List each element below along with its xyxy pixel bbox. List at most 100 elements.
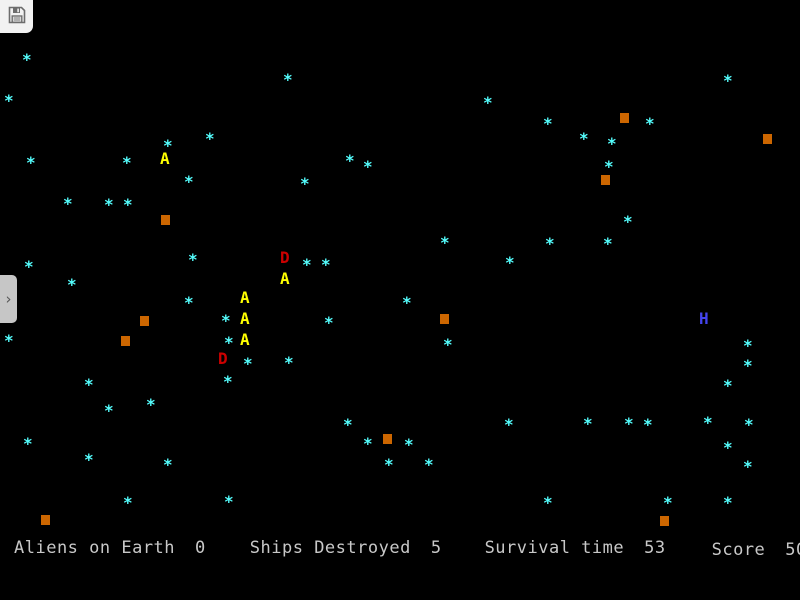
star-sprite: * xyxy=(284,353,294,372)
star-sprite: * xyxy=(4,91,14,110)
star-sprite: * xyxy=(384,455,394,474)
debris-sprite xyxy=(620,113,629,123)
star-sprite: * xyxy=(744,415,754,434)
debris-sprite xyxy=(161,215,170,225)
star-sprite: * xyxy=(743,356,753,375)
star-sprite: * xyxy=(363,157,373,176)
star-sprite: * xyxy=(163,455,173,474)
star-sprite: * xyxy=(224,492,234,511)
star-sprite: * xyxy=(84,375,94,394)
alien-a-sprite: A xyxy=(280,269,290,288)
earth-landing-zone xyxy=(618,242,681,310)
star-sprite: * xyxy=(67,275,77,294)
star-sprite: * xyxy=(343,415,353,434)
star-sprite: * xyxy=(424,455,434,474)
star-sprite: * xyxy=(122,153,132,172)
alien-a-sprite: A xyxy=(160,149,170,168)
stat-aliens-on-earth: Aliens on Earth 0 xyxy=(14,538,206,558)
star-sprite: * xyxy=(579,129,589,148)
save-button[interactable] xyxy=(6,6,28,28)
star-sprite: * xyxy=(345,151,355,170)
star-sprite: * xyxy=(623,212,633,231)
star-sprite: * xyxy=(743,336,753,355)
stat-label-ships-destroyed: Ships Destroyed xyxy=(249,538,411,558)
star-sprite: * xyxy=(283,70,293,89)
star-sprite: * xyxy=(363,434,373,453)
star-sprite: * xyxy=(604,157,614,176)
star-sprite: * xyxy=(104,195,114,214)
star-sprite: * xyxy=(723,493,733,512)
stat-label-aliens-on-earth: Aliens on Earth xyxy=(14,538,176,558)
stat-value-aliens-on-earth: 0 xyxy=(195,538,206,558)
stat-score: Score 500 xyxy=(712,538,800,560)
star-sprite: * xyxy=(4,331,14,350)
star-sprite: * xyxy=(184,172,194,191)
star-sprite: * xyxy=(545,234,555,253)
stat-label-survival-time: Survival time xyxy=(484,538,625,558)
stat-label-score: Score xyxy=(711,540,766,560)
stat-ships-destroyed: Ships Destroyed 5 xyxy=(250,538,442,558)
debris-sprite xyxy=(383,434,392,444)
alien-a-sprite: A xyxy=(240,288,250,307)
debris-sprite xyxy=(140,316,149,326)
debris-sprite xyxy=(121,336,130,346)
star-sprite: * xyxy=(723,71,733,90)
star-sprite: * xyxy=(607,134,617,153)
debris-sprite xyxy=(41,515,50,525)
stat-survival-time: Survival time 53 xyxy=(485,538,666,558)
star-sprite: * xyxy=(26,153,36,172)
alien-d-sprite: D xyxy=(280,248,290,267)
star-sprite: * xyxy=(243,354,253,373)
alien-a-sprite: A xyxy=(240,309,250,328)
alien-d-sprite: D xyxy=(218,349,228,368)
star-sprite: * xyxy=(624,414,634,433)
star-sprite: * xyxy=(723,438,733,457)
star-sprite: * xyxy=(321,255,331,274)
star-sprite: * xyxy=(543,114,553,133)
stat-value-score: 500 xyxy=(785,540,800,560)
star-sprite: * xyxy=(24,257,34,276)
star-sprite: * xyxy=(123,195,133,214)
star-sprite: * xyxy=(583,414,593,433)
star-sprite: * xyxy=(300,174,310,193)
star-sprite: * xyxy=(163,136,173,155)
star-sprite: * xyxy=(404,435,414,454)
star-sprite: * xyxy=(146,395,156,414)
stat-value-survival-time: 53 xyxy=(644,538,666,558)
star-sprite: * xyxy=(643,415,653,434)
star-sprite: * xyxy=(205,129,215,148)
star-sprite: * xyxy=(483,93,493,112)
chevron-right-icon: › xyxy=(5,289,12,308)
star-sprite: * xyxy=(743,457,753,476)
toolbar-panel xyxy=(0,0,33,33)
star-sprite: * xyxy=(504,415,514,434)
debris-sprite xyxy=(601,175,610,185)
ship-h-sprite: H xyxy=(699,309,709,328)
sidebar-expand-handle[interactable]: › xyxy=(0,275,17,323)
debris-sprite xyxy=(440,314,449,324)
star-sprite: * xyxy=(663,493,673,512)
star-sprite: * xyxy=(23,434,33,453)
floppy-disk-icon xyxy=(7,5,27,28)
star-sprite: * xyxy=(223,372,233,391)
star-sprite: * xyxy=(188,250,198,269)
star-sprite: * xyxy=(505,253,515,272)
status-bar: Aliens on Earth 0 Ships Destroyed 5 Surv… xyxy=(0,528,800,600)
star-sprite: * xyxy=(402,293,412,312)
star-sprite: * xyxy=(703,413,713,432)
star-sprite: * xyxy=(123,493,133,512)
alien-a-sprite: A xyxy=(240,330,250,349)
star-sprite: * xyxy=(603,234,613,253)
star-sprite: * xyxy=(723,376,733,395)
star-sprite: * xyxy=(84,450,94,469)
star-sprite: * xyxy=(104,401,114,420)
star-sprite: * xyxy=(443,335,453,354)
stat-value-ships-destroyed: 5 xyxy=(430,538,442,558)
star-sprite: * xyxy=(440,233,450,252)
debris-sprite xyxy=(763,134,772,144)
debris-sprite xyxy=(660,516,669,526)
star-sprite: * xyxy=(22,50,32,69)
star-sprite: * xyxy=(324,313,334,332)
star-sprite: * xyxy=(645,114,655,133)
